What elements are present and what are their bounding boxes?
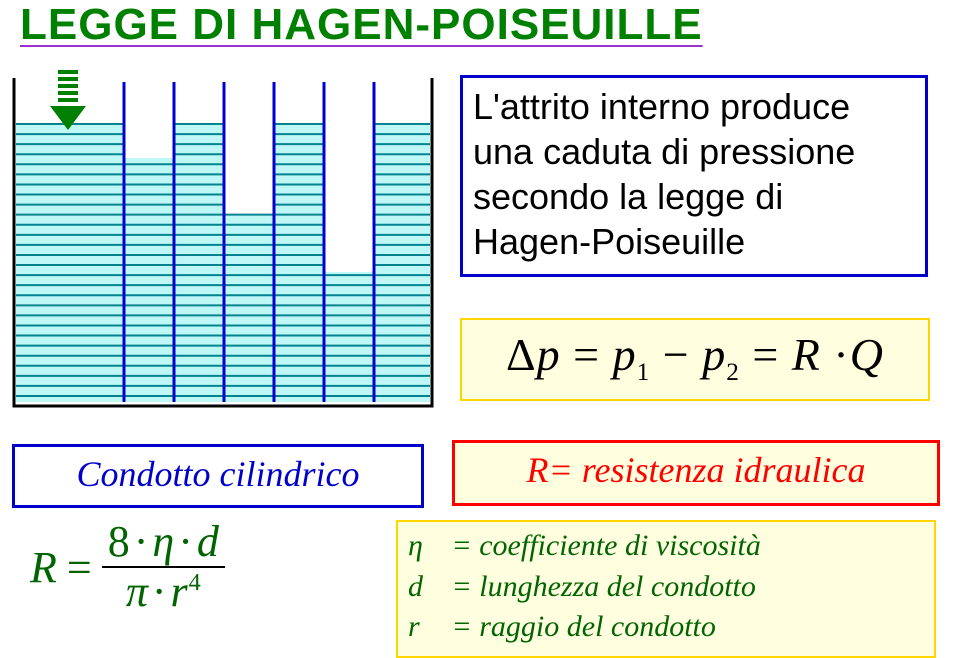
pressure-equation-box: Δp = p1 − p2 = R ·Q [460,318,930,401]
legend-d: d = lunghezza del condotto [408,567,924,608]
legend-eta-txt: = coefficiente di viscosità [444,529,761,562]
eq-eq2: = [740,329,792,380]
legend-r: r = raggio del condotto [408,607,924,648]
formula-eq: = [67,542,92,593]
resistance-label: R= resistenza idraulica [527,450,866,490]
eq-p: p [537,329,561,380]
conduit-label-box: Condotto cilindrico [12,444,424,508]
description-line-3: secondo la legge di [473,174,915,219]
resistance-box: R= resistenza idraulica [452,440,940,506]
description-box: L'attrito interno produce una caduta di … [460,75,928,277]
legend-eta-sym: η [408,526,444,567]
formula-exp4: 4 [188,569,201,596]
formula-8: 8 [108,517,130,566]
legend-box: η = coefficiente di viscosità d = lunghe… [396,520,936,658]
eq-p2: p [702,329,726,380]
formula-d: d [197,517,219,566]
resistance-formula: R = 8·η·d π·r4 [30,520,225,614]
legend-r-sym: r [408,607,444,648]
eq-sub2: 2 [726,358,740,386]
hagen-poiseuille-diagram [6,68,444,418]
formula-numerator: 8·η·d [102,520,225,568]
legend-d-txt: = lunghezza del condotto [444,570,756,603]
eq-dot: · [833,329,849,380]
description-line-4: Hagen-Poiseuille [473,219,915,264]
eq-eq1: = [561,329,613,380]
conduit-label: Condotto cilindrico [77,454,360,494]
title-text: LEGGE DI HAGEN-POISEUILLE [20,0,703,49]
legend-eta: η = coefficiente di viscosità [408,526,924,567]
eq-Q: Q [850,329,884,380]
eq-minus: − [650,329,702,380]
formula-denominator: π·r4 [120,568,207,614]
formula-eta: η [152,517,174,566]
legend-r-txt: = raggio del condotto [444,610,716,643]
page-title: LEGGE DI HAGEN-POISEUILLE [20,0,939,50]
formula-fraction: 8·η·d π·r4 [102,520,225,614]
description-line-1: L'attrito interno produce [473,84,915,129]
eq-p1: p [613,329,637,380]
description-line-2: una caduta di pressione [473,129,915,174]
formula-R: R [30,542,57,593]
legend-d-sym: d [408,567,444,608]
eq-sub1: 1 [637,358,651,386]
formula-pi: π [126,567,148,616]
formula-r: r [171,567,188,616]
eq-R: R [792,329,821,380]
eq-delta: Δ [506,329,537,380]
